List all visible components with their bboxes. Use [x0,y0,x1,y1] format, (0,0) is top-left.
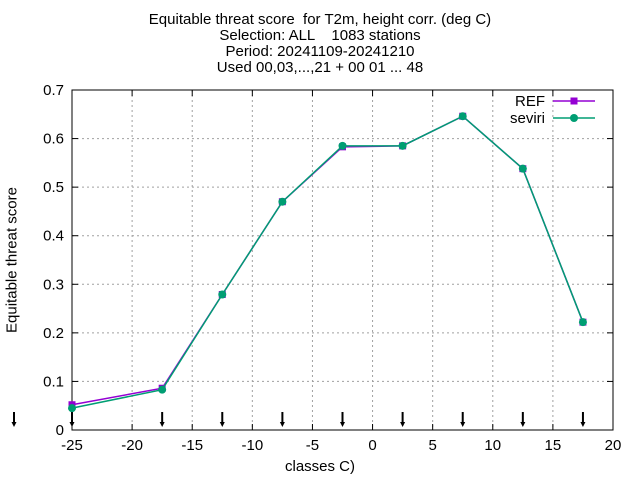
class-marker-arrowhead [340,422,345,427]
chart-subtitle-used: Used 00,03,...,21 + 00 01 ... 48 [216,59,424,76]
class-marker-arrowhead [219,422,225,427]
chart-subtitle-period: Period: 20241109-20241210 [225,43,415,60]
x-tick-label: 15 [545,437,562,454]
x-axis-title: classes C) [284,458,355,475]
class-marker-arrowhead [159,422,165,427]
data-point-seviri [578,318,587,327]
class-marker-arrowhead [520,422,526,427]
data-point-seviri [458,112,467,121]
class-marker-arrowhead [11,422,17,427]
x-tick-label: 5 [428,437,436,454]
data-point-seviri [398,141,407,150]
legend-marker-seviri [570,114,578,122]
data-point-seviri [158,385,167,394]
x-tick-label: -5 [306,437,319,454]
class-marker-arrowhead [400,422,406,427]
data-point-seviri [218,290,227,299]
y-tick-label: 0.5 [43,179,64,196]
y-tick-label: 0.7 [43,82,64,99]
x-tick-label: 20 [605,437,622,454]
series-line-seviri [71,115,584,409]
y-tick-label: 0.4 [43,228,64,245]
x-tick-label: -10 [241,437,263,454]
y-tick-label: 0.3 [43,276,64,293]
y-tick-label: 0.6 [43,131,64,148]
x-tick-label: -15 [181,437,203,454]
data-point-seviri [518,164,527,173]
data-point-seviri [68,404,76,413]
chart-title: Equitable threat score for T2m, height c… [148,11,492,28]
class-marker-arrowhead [580,422,586,427]
class-marker-arrowhead [69,422,75,427]
y-tick-label: 0.2 [43,325,64,342]
x-tick-label: -20 [121,437,143,454]
x-tick-label: -25 [61,437,83,454]
legend-label-ref: REF [515,93,545,110]
y-tick-label: 0.1 [43,373,64,390]
plot-frame [71,89,614,431]
legend-marker-ref [570,97,578,105]
y-tick-label: 0 [56,422,64,439]
data-point-seviri [278,197,287,206]
x-tick-label: 0 [368,437,376,454]
data-point-seviri [338,141,347,150]
class-marker-arrowhead [279,422,285,427]
chart-subtitle-selection: Selection: ALL 1083 stations [219,27,421,44]
legend-label-seviri: seviri [510,110,545,127]
x-tick-label: 10 [484,437,501,454]
class-marker-arrowhead [460,422,466,427]
